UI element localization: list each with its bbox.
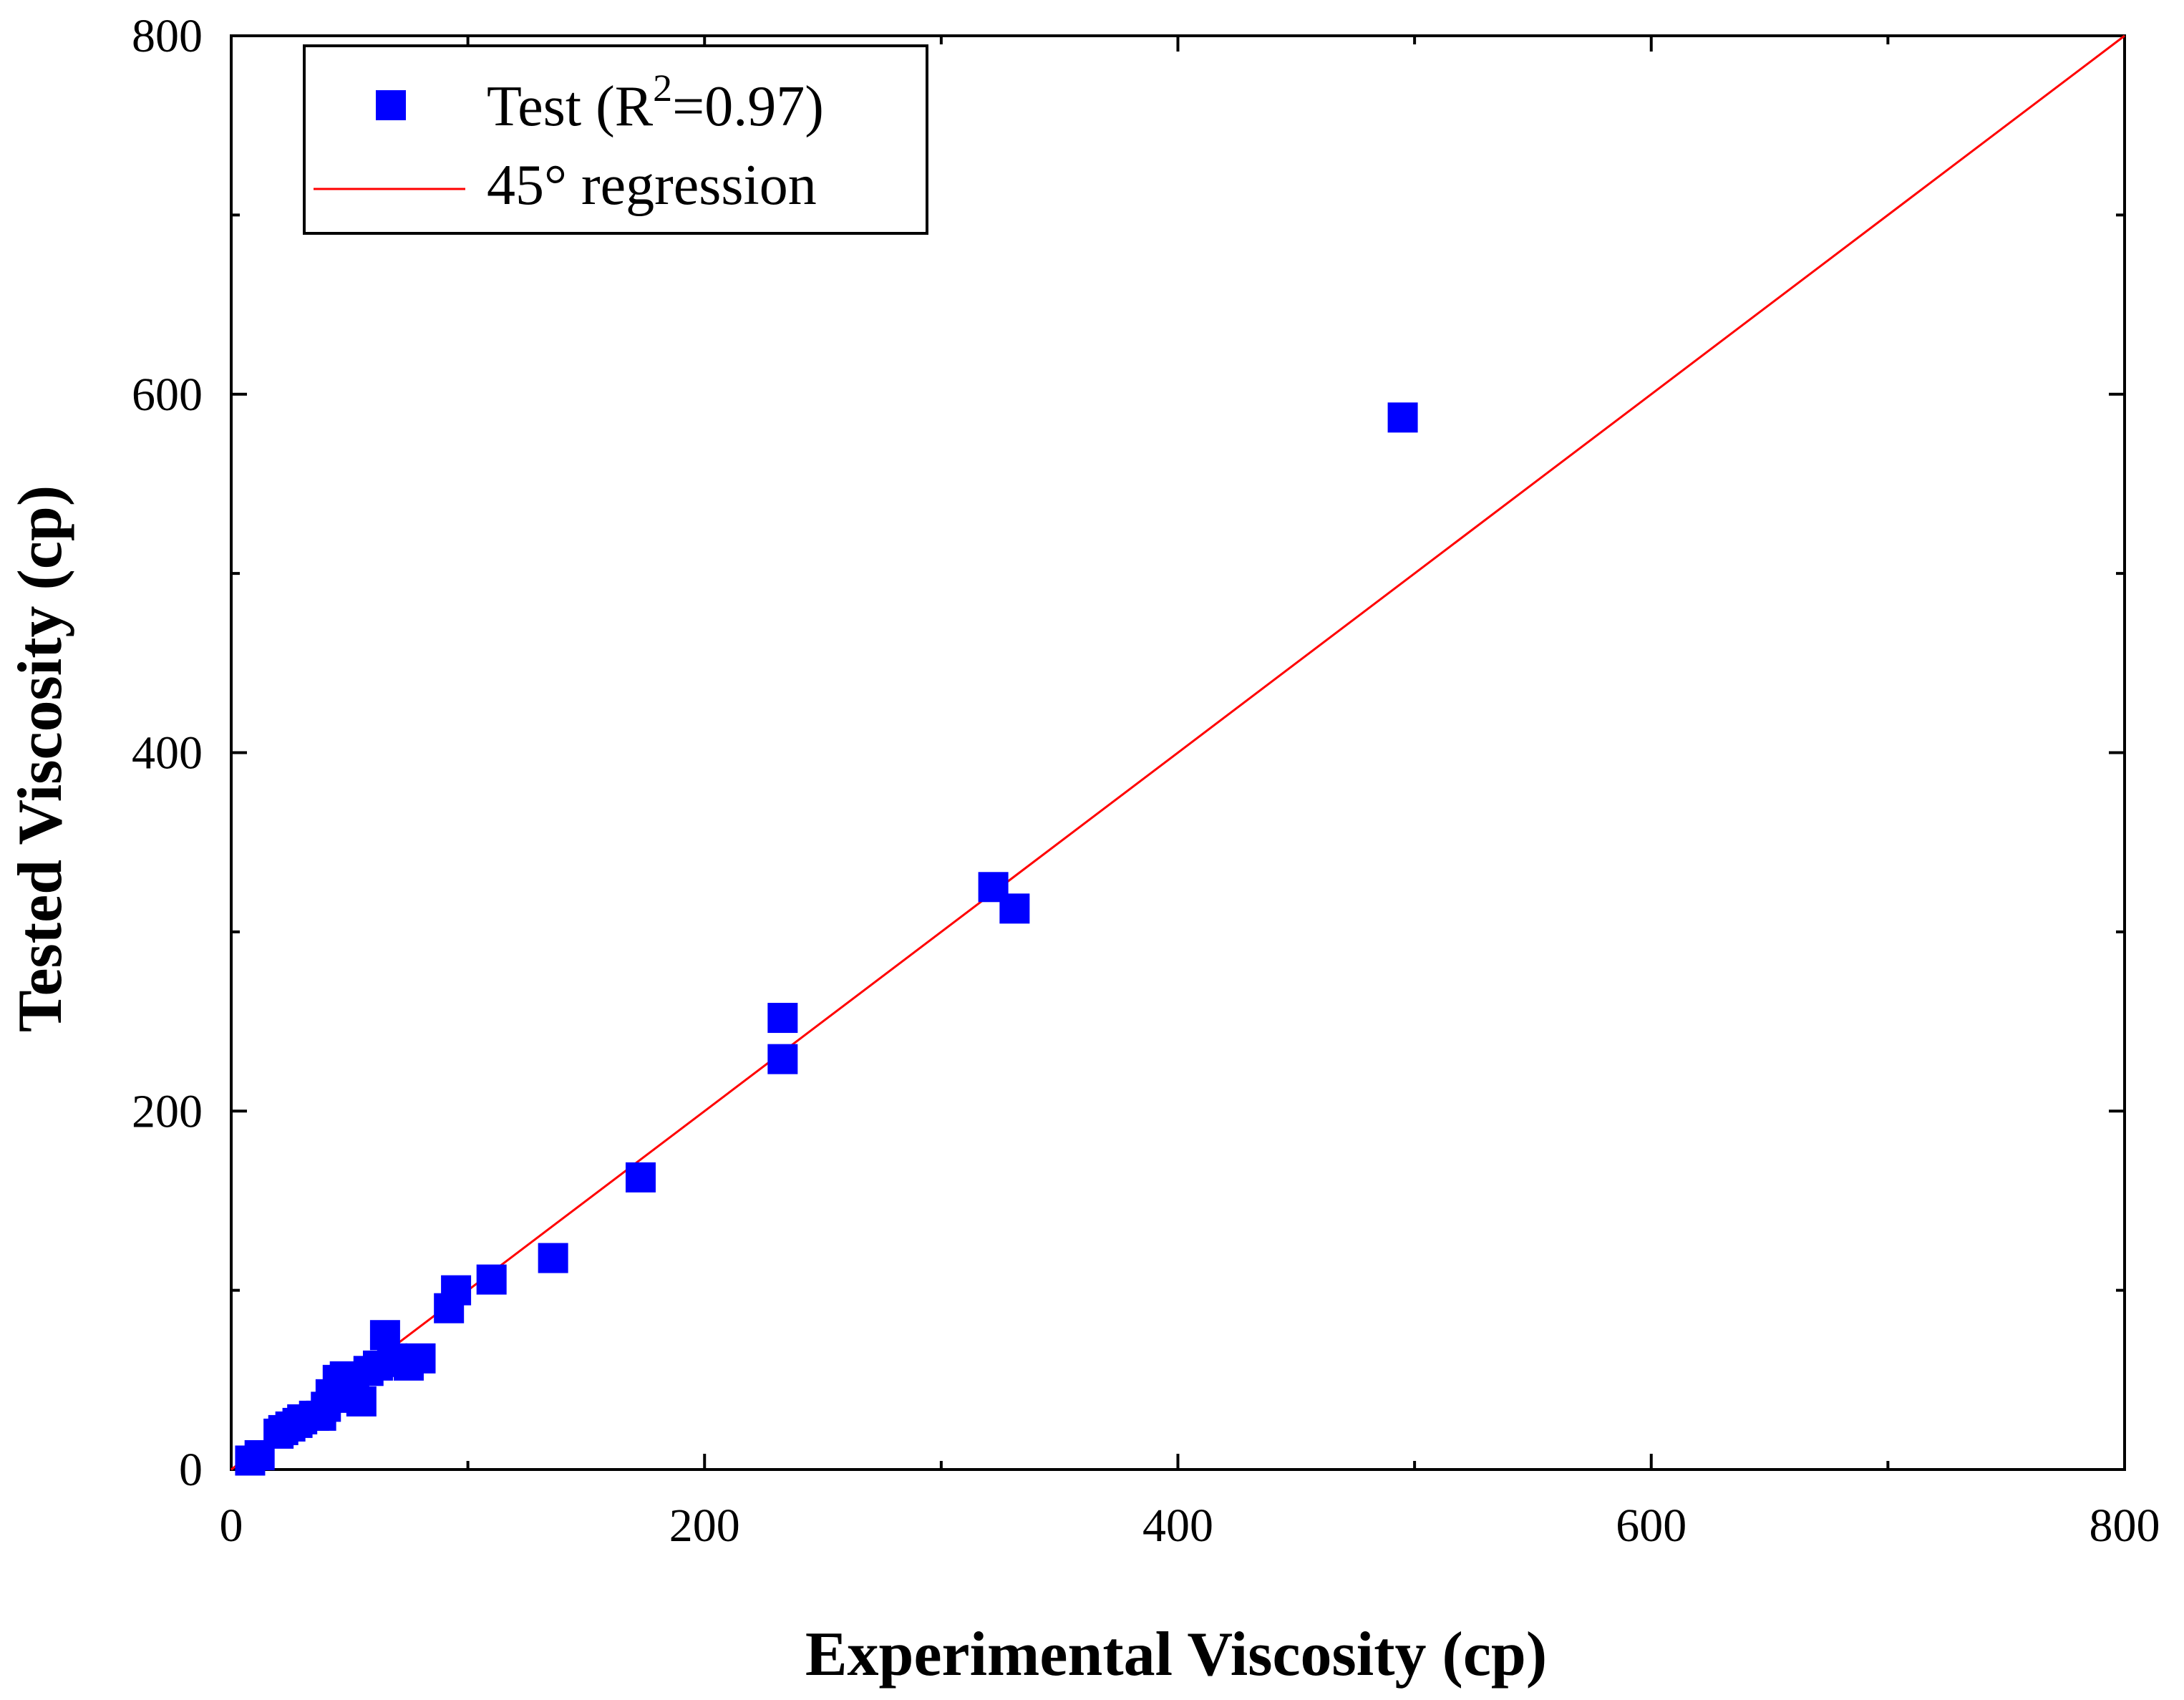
x-tick-label: 800 <box>2090 1500 2160 1552</box>
data-point <box>625 1162 656 1193</box>
y-tick-label: 600 <box>132 369 203 421</box>
data-point <box>538 1243 568 1273</box>
data-points <box>235 402 1418 1476</box>
legend-test-label: Test (R2=0.97) <box>487 67 824 138</box>
regression-line <box>230 34 2125 1471</box>
y-tick-label: 400 <box>132 727 203 779</box>
data-point <box>476 1264 507 1295</box>
x-tick-label: 400 <box>1142 1500 1213 1552</box>
y-tick-label: 800 <box>132 10 203 62</box>
y-tick-label: 200 <box>132 1085 203 1137</box>
legend: Test (R2=0.97) 45° regression <box>303 44 928 235</box>
legend-square-marker <box>376 90 406 120</box>
y-tick-label: 0 <box>179 1444 203 1496</box>
data-point <box>999 893 1030 924</box>
x-tick-label: 600 <box>1616 1500 1686 1552</box>
y-axis-title: Tested Viscosity (cp) <box>6 485 75 1032</box>
data-point <box>767 1003 798 1034</box>
legend-regression-label: 45° regression <box>487 154 817 217</box>
data-point <box>767 1044 798 1074</box>
legend-box <box>303 44 928 235</box>
data-point <box>441 1275 472 1306</box>
x-tick-label: 0 <box>220 1500 243 1552</box>
data-point <box>1387 402 1418 433</box>
x-tick-label: 200 <box>669 1500 740 1552</box>
data-point <box>405 1343 436 1374</box>
data-point <box>346 1386 377 1417</box>
x-axis-title: Experimental Viscosity (cp) <box>805 1620 1547 1689</box>
axis-ticks <box>230 34 2126 1471</box>
tick-labels: 0 200 400 600 800 0 200 400 600 800 <box>132 10 2160 1552</box>
